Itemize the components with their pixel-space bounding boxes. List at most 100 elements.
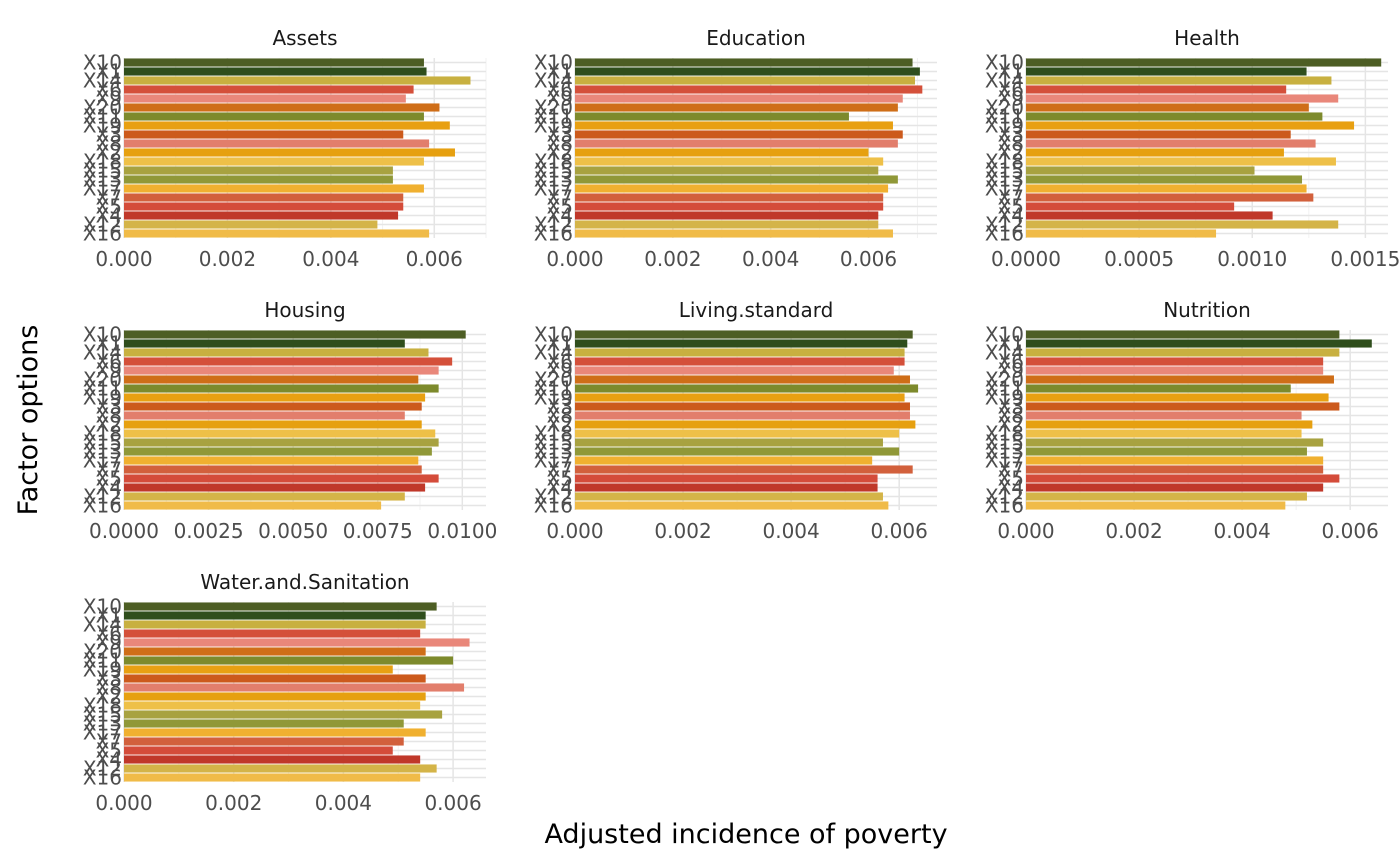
y-tick-label: X4	[547, 476, 573, 500]
bar-x9	[124, 638, 470, 647]
bar-x7	[124, 465, 422, 474]
x-tick-label: 0.004	[315, 791, 372, 815]
y-tick-label: X1	[998, 332, 1024, 356]
bar-x16	[1026, 501, 1286, 510]
y-tick-label: X5	[998, 467, 1024, 491]
bar-x17	[124, 456, 419, 465]
bar-x7	[124, 737, 404, 746]
y-tick-label: X16	[534, 222, 573, 246]
y-tick-label: X5	[96, 739, 122, 763]
y-tick-label: X17	[534, 449, 573, 473]
y-tick-label: X15	[83, 431, 122, 455]
x-tick-label: 0.006	[840, 247, 897, 271]
bar-x3	[124, 130, 404, 139]
x-tick-label: 0.004	[302, 247, 359, 271]
bar-x17	[124, 184, 424, 193]
y-tick-label: X15	[985, 159, 1024, 183]
y-tick-label: X9	[547, 359, 573, 383]
bar-x1	[575, 339, 908, 348]
y-tick-label: X18	[534, 150, 573, 174]
bar-x14	[1026, 76, 1332, 85]
bar-x14	[1026, 348, 1340, 357]
bar-x14	[124, 76, 471, 85]
y-tick-label: X14	[985, 69, 1024, 93]
bar-x15	[1026, 438, 1324, 447]
y-tick-label: X10	[985, 323, 1024, 347]
y-tick-label: X3	[96, 667, 122, 691]
bar-x4	[124, 211, 399, 220]
y-tick-label: X17	[534, 177, 573, 201]
x-tick-label: 0.000	[546, 247, 603, 271]
panel-education: EducationX10X1X14X6X9X20X11X19X3X8X2X18X…	[534, 26, 937, 271]
y-tick-label: X11	[83, 649, 122, 673]
y-axis-title: Factor options	[13, 325, 44, 516]
bar-x5	[124, 746, 393, 755]
bar-x4	[1026, 483, 1324, 492]
y-tick-label: X9	[998, 87, 1024, 111]
bar-x5	[575, 474, 878, 483]
bar-x8	[1026, 411, 1302, 420]
bar-x12	[124, 492, 405, 501]
y-tick-label: X2	[547, 413, 573, 437]
bar-x17	[575, 184, 889, 193]
panel-title: Education	[706, 26, 806, 50]
bar-x7	[575, 193, 884, 202]
bar-x13	[124, 447, 432, 456]
y-tick-label: X15	[534, 159, 573, 183]
bar-x8	[124, 411, 405, 420]
bar-x20	[1026, 375, 1334, 384]
bar-x6	[124, 85, 414, 94]
bar-x2	[575, 148, 869, 157]
bar-x13	[575, 447, 900, 456]
y-tick-label: X12	[985, 213, 1024, 237]
y-tick-label: X3	[547, 395, 573, 419]
bar-x11	[124, 656, 454, 665]
bar-x11	[575, 384, 919, 393]
chart-panels: AssetsX10X1X14X6X9X20X11X19X3X8X2X18X15X…	[83, 26, 1400, 815]
y-tick-label: X20	[83, 640, 122, 664]
bar-x19	[1026, 121, 1355, 130]
y-tick-label: X8	[96, 676, 122, 700]
y-tick-label: X14	[83, 613, 122, 637]
bar-x3	[1026, 402, 1340, 411]
y-tick-label: X10	[83, 323, 122, 347]
y-tick-label: X6	[96, 350, 122, 374]
bar-x6	[575, 357, 905, 366]
bar-x1	[124, 339, 405, 348]
y-tick-label: X11	[534, 377, 573, 401]
y-tick-label: X1	[998, 60, 1024, 84]
x-tick-label: 0.000	[95, 247, 152, 271]
y-tick-label: X11	[83, 105, 122, 129]
y-tick-label: X16	[83, 766, 122, 790]
x-tick-label: 0.002	[205, 791, 262, 815]
x-tick-label: 0.000	[997, 519, 1054, 543]
y-tick-label: X7	[96, 186, 122, 210]
x-tick-label: 0.000	[95, 791, 152, 815]
bar-x8	[124, 683, 465, 692]
y-tick-label: X2	[96, 141, 122, 165]
y-tick-label: X17	[985, 177, 1024, 201]
y-tick-label: X10	[83, 51, 122, 75]
y-tick-label: X13	[985, 168, 1024, 192]
bar-x11	[575, 112, 849, 121]
y-tick-label: X10	[985, 51, 1024, 75]
y-tick-label: X12	[534, 213, 573, 237]
y-tick-label: X2	[96, 685, 122, 709]
bar-x1	[1026, 339, 1372, 348]
x-tick-label: 0.006	[871, 519, 928, 543]
y-tick-label: X6	[96, 622, 122, 646]
y-tick-label: X6	[998, 350, 1024, 374]
bar-x12	[124, 220, 378, 229]
bar-x15	[575, 166, 879, 175]
y-tick-label: X14	[985, 341, 1024, 365]
bar-x17	[1026, 184, 1307, 193]
bar-x13	[1026, 447, 1307, 456]
y-tick-label: X9	[547, 87, 573, 111]
bar-x2	[124, 420, 422, 429]
y-tick-label: X9	[96, 631, 122, 655]
y-tick-label: X1	[547, 60, 573, 84]
y-tick-label: X7	[547, 458, 573, 482]
x-axis-title: Adjusted incidence of poverty	[544, 819, 947, 850]
y-tick-label: X12	[83, 485, 122, 509]
y-tick-label: X11	[83, 377, 122, 401]
